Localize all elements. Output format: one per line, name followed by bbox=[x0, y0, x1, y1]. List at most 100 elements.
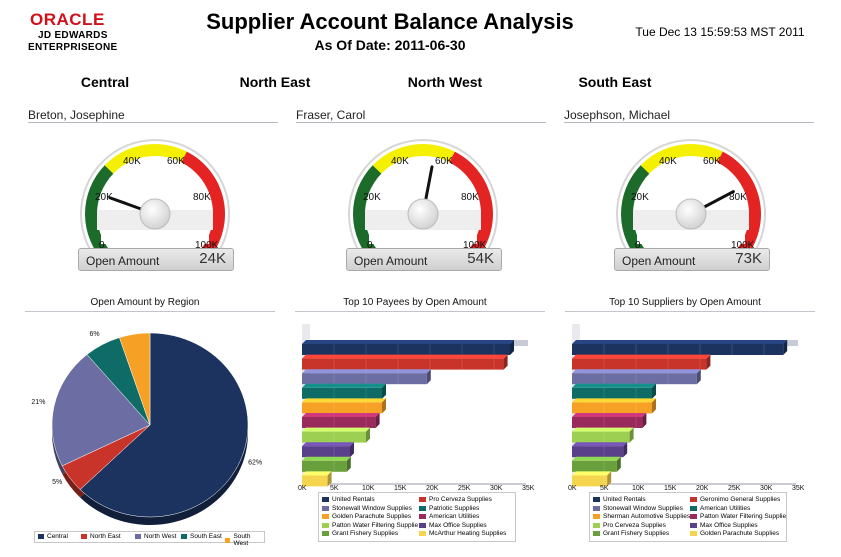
page-subtitle: As Of Date: 2011-06-30 bbox=[314, 37, 466, 53]
gauge-band bbox=[449, 151, 493, 256]
bar-end bbox=[510, 340, 514, 355]
bar-top bbox=[572, 442, 628, 447]
legend-swatch bbox=[593, 522, 600, 528]
x-tick-label: 10K bbox=[632, 485, 645, 492]
legend-swatch bbox=[690, 522, 697, 528]
open-amount-readout: Open Amount 24K bbox=[78, 248, 234, 271]
legend-label: Stonewall Window Supplies bbox=[332, 504, 412, 512]
gauge-tick-label: 20K bbox=[363, 192, 381, 203]
open-amount-value: 24K bbox=[199, 250, 226, 267]
legend-swatch bbox=[322, 531, 329, 537]
legend-item: Golden Parachute Supplies bbox=[322, 513, 411, 520]
x-tick-label: 20K bbox=[696, 485, 709, 492]
gauge-tick-label: 80K bbox=[729, 192, 747, 203]
bar-top bbox=[302, 413, 380, 417]
gauge-3: 0 20K 40K 60K 80K 100K Open Amount 73K bbox=[611, 126, 811, 276]
pie-slice-north-west bbox=[51, 354, 151, 467]
legend-item: Grant Fishery Supplies bbox=[322, 530, 398, 537]
bar bbox=[572, 460, 617, 472]
oracle-logo: ORACLE bbox=[30, 10, 105, 29]
bar bbox=[302, 358, 504, 370]
legend-item: North East bbox=[81, 533, 121, 540]
legend-label: Grant Fishery Supplies bbox=[603, 530, 670, 538]
bar-end bbox=[350, 442, 354, 458]
gauge-tick-label: 60K bbox=[703, 156, 721, 167]
legend-label: Golden Parachute Supplies bbox=[332, 513, 412, 521]
chart-title-suppliers: Top 10 Suppliers by Open Amount bbox=[609, 297, 761, 308]
legend-item: South East bbox=[181, 533, 222, 540]
bar-end bbox=[629, 427, 634, 443]
legend-swatch bbox=[225, 537, 231, 543]
legend-swatch bbox=[690, 531, 697, 537]
pie-data-label: 21% bbox=[31, 399, 45, 406]
legend-swatch bbox=[419, 514, 426, 520]
bar-top bbox=[302, 442, 354, 447]
legend-swatch bbox=[593, 531, 600, 537]
legend-label: North East bbox=[90, 533, 121, 540]
bar-top bbox=[302, 354, 508, 359]
legend-swatch bbox=[593, 497, 600, 502]
bar-top bbox=[572, 427, 634, 432]
gauge-tick-label: 60K bbox=[435, 156, 453, 167]
legend-swatch bbox=[322, 505, 329, 511]
bar bbox=[302, 431, 366, 443]
legend-label: South East bbox=[190, 533, 222, 540]
open-amount-value: 73K bbox=[735, 250, 762, 267]
legend-label: Sherman Automotive Supplies bbox=[603, 513, 691, 521]
pie-legend: Central North East North West South East Sou… bbox=[34, 531, 265, 547]
gauge-tick-label: 80K bbox=[193, 192, 211, 203]
legend-label: McArthur Heating Supplies bbox=[429, 530, 507, 538]
bar-chart-suppliers bbox=[572, 324, 798, 487]
legend-swatch bbox=[322, 497, 329, 502]
bar-top bbox=[572, 354, 711, 359]
legend-swatch bbox=[690, 497, 697, 502]
x-tick-label: 15K bbox=[664, 485, 677, 492]
legend-item: Patton Water Filtering Supplie bbox=[322, 522, 418, 529]
gauge-band bbox=[640, 144, 723, 174]
bar bbox=[572, 387, 652, 399]
legend-item: American Utilities bbox=[690, 505, 750, 512]
gauge-band bbox=[353, 165, 382, 256]
bar bbox=[302, 402, 382, 414]
chart-title-region: Open Amount by Region bbox=[90, 297, 200, 308]
bar-top bbox=[572, 340, 788, 344]
legend-swatch bbox=[419, 505, 426, 511]
legend-label: Geronimo General Supplies bbox=[700, 496, 781, 503]
legend-item: Sherman Automotive Supplies bbox=[593, 513, 690, 520]
timestamp: Tue Dec 13 15:59:53 MST 2011 bbox=[635, 25, 805, 39]
bar-end bbox=[706, 354, 711, 370]
legend-label: South West bbox=[233, 533, 251, 547]
gauge-band bbox=[181, 151, 225, 256]
bar-end bbox=[366, 427, 370, 443]
bar-top bbox=[302, 471, 332, 476]
bar-top bbox=[302, 383, 386, 388]
x-tick-label: 15K bbox=[394, 485, 407, 492]
gauge-tick-label: 0 bbox=[635, 240, 641, 251]
page-title: Supplier Account Balance Analysis bbox=[206, 9, 574, 34]
legend-item: Patriotic Supplies bbox=[419, 505, 479, 512]
gauge-face bbox=[369, 230, 477, 244]
gauge-tick-label: 20K bbox=[95, 192, 113, 203]
open-amount-label: Open Amount bbox=[86, 254, 160, 268]
bar-top bbox=[302, 398, 386, 403]
divider bbox=[28, 122, 278, 123]
bar-top bbox=[302, 456, 351, 461]
bar bbox=[572, 373, 697, 385]
open-amount-label: Open Amount bbox=[622, 254, 696, 268]
legend-item: South West bbox=[225, 533, 264, 547]
pie-data-label: 5% bbox=[52, 479, 62, 486]
divider bbox=[564, 122, 814, 123]
gauge-face bbox=[101, 230, 209, 244]
open-amount-value: 54K bbox=[467, 250, 494, 267]
bar bbox=[302, 373, 427, 385]
legend-label: Grant Fishery Supplies bbox=[332, 530, 399, 538]
legend-item: Stonewall Window Supplies bbox=[593, 505, 683, 512]
gauge-tick-label: 20K bbox=[631, 192, 649, 203]
gauge-1: 0 20K 40K 60K 80K 100K Open Amount 24K bbox=[75, 126, 275, 276]
bar bbox=[572, 431, 630, 443]
logo-line-1: JD EDWARDS bbox=[38, 30, 108, 41]
legend-swatch bbox=[419, 531, 426, 537]
legend-label: United Rentals bbox=[603, 496, 646, 503]
x-tick-label: 25K bbox=[458, 485, 471, 492]
gauge-dial: 0 20K 40K 60K 80K 100K bbox=[80, 139, 230, 256]
